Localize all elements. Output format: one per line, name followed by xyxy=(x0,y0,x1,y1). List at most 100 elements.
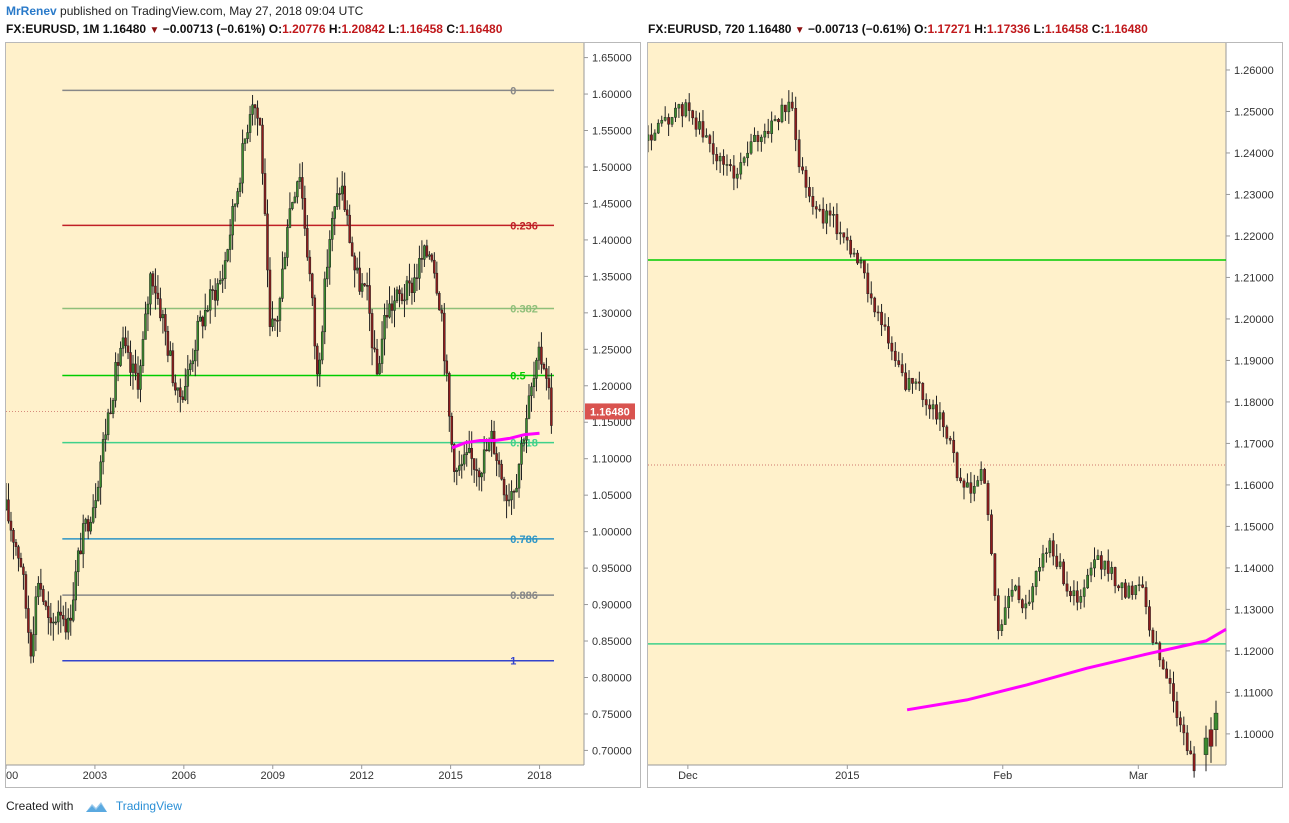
candle-up xyxy=(465,452,468,455)
candle-down xyxy=(1185,732,1189,752)
candle-down xyxy=(445,360,449,374)
candle-down xyxy=(1182,724,1186,734)
candle-up xyxy=(787,101,791,113)
candle-down xyxy=(986,483,990,515)
candle-up xyxy=(907,377,911,390)
candle-down xyxy=(17,546,20,559)
candle-down xyxy=(313,297,317,347)
candle-down xyxy=(348,214,351,243)
published-text: published on TradingView.com, May 27, 20… xyxy=(60,4,364,18)
candle-up xyxy=(535,359,538,379)
candle-up xyxy=(1203,737,1209,755)
monthly-chart-svg[interactable]: 1.65000 1.60000 1.55000 1.50000 1.45000 1.400… xyxy=(0,43,640,787)
right-symbol[interactable]: FX:EURUSD xyxy=(648,22,719,36)
candle-down xyxy=(116,362,120,366)
left-chart-panel[interactable]: 1.65000 1.60000 1.55000 1.50000 1.45000 1.400… xyxy=(0,42,641,788)
candle-down xyxy=(109,412,112,415)
candle-up xyxy=(1048,540,1052,554)
y-tick-label: 1.05000 xyxy=(592,490,632,502)
candle-down xyxy=(453,444,456,472)
candle-up xyxy=(1003,607,1007,625)
candle-up xyxy=(405,280,409,301)
candle-down xyxy=(64,618,68,633)
candle-up xyxy=(517,464,521,489)
candle-down xyxy=(1017,585,1021,600)
candle-up xyxy=(1010,589,1014,597)
candle-up xyxy=(1093,559,1096,569)
candle-down xyxy=(420,258,424,260)
candle-up xyxy=(530,386,533,397)
candle-up xyxy=(532,378,536,387)
candle-down xyxy=(42,589,45,602)
left-h-value: 1.20842 xyxy=(341,22,385,36)
candle-up xyxy=(333,206,336,219)
candle-down xyxy=(345,209,349,216)
candle-down xyxy=(1172,683,1175,702)
candle-down xyxy=(308,256,312,275)
candle-up xyxy=(938,412,942,420)
tradingview-link[interactable]: TradingView xyxy=(115,799,182,813)
candle-up xyxy=(674,107,677,118)
candle-up xyxy=(480,472,483,478)
candle-up xyxy=(972,486,976,494)
right-l-value: 1.16458 xyxy=(1044,22,1089,36)
candle-down xyxy=(440,309,444,314)
right-chart-panel[interactable]: 1.26000 1.25000 1.24000 1.23000 1.22000 1.210… xyxy=(646,42,1283,788)
left-chart-header: FX:EURUSD, 1M 1.16480 ▼ −0.00713 (−0.61%… xyxy=(6,22,503,36)
candle-down xyxy=(136,372,140,390)
candle-up xyxy=(291,202,294,209)
candle-down xyxy=(79,550,82,555)
candle-up xyxy=(653,132,657,141)
candle-down xyxy=(1113,567,1117,587)
candle-up xyxy=(1007,596,1011,608)
created-with-text: Created with xyxy=(6,799,74,813)
candle-up xyxy=(507,499,511,502)
candle-down xyxy=(687,102,691,111)
left-h-label: H: xyxy=(328,22,342,36)
candle-up xyxy=(467,447,471,453)
author-link[interactable]: MrRenev xyxy=(6,4,57,18)
intraday-chart-svg[interactable]: 1.26000 1.25000 1.24000 1.23000 1.22000 1.210… xyxy=(646,43,1282,787)
y-tick-label: 1.19000 xyxy=(1234,355,1274,367)
candle-up xyxy=(71,599,75,621)
candle-up xyxy=(96,486,100,501)
candle-up xyxy=(271,318,274,327)
left-c-label: C: xyxy=(446,22,459,36)
candle-down xyxy=(969,482,973,494)
candle-down xyxy=(477,470,481,478)
candle-down xyxy=(1148,606,1151,631)
right-last-price: 1.16480 xyxy=(748,22,792,36)
candle-up xyxy=(196,320,200,351)
left-symbol[interactable]: FX:EURUSD xyxy=(6,22,77,36)
candle-down xyxy=(12,529,15,543)
fib-level-label: 0.786 xyxy=(510,534,538,546)
candle-down xyxy=(1168,678,1172,684)
y-tick-label: 1.10000 xyxy=(592,454,632,466)
candle-down xyxy=(29,632,33,657)
candle-down xyxy=(213,289,217,301)
candle-up xyxy=(251,104,254,115)
candle-down xyxy=(540,346,543,365)
candle-up xyxy=(725,164,729,166)
candle-down xyxy=(181,396,185,400)
candle-down xyxy=(470,447,473,459)
candle-up xyxy=(176,387,180,391)
candle-down xyxy=(171,350,175,384)
right-c-value: 1.16480 xyxy=(1104,22,1148,36)
x-tick-label: 2009 xyxy=(261,770,285,782)
candle-down xyxy=(1175,700,1179,719)
candle-down xyxy=(766,130,770,134)
candle-down xyxy=(1154,642,1158,644)
candle-down xyxy=(1144,587,1148,607)
y-tick-label: 1.23000 xyxy=(1234,189,1274,201)
candle-up xyxy=(458,465,461,471)
candle-down xyxy=(887,326,890,344)
candle-up xyxy=(149,273,152,305)
candle-up xyxy=(462,454,466,465)
candle-up xyxy=(646,134,650,141)
candle-up xyxy=(670,117,674,125)
candle-down xyxy=(811,196,815,207)
candle-down xyxy=(256,107,259,119)
candle-up xyxy=(104,434,107,440)
candle-down xyxy=(542,364,546,369)
